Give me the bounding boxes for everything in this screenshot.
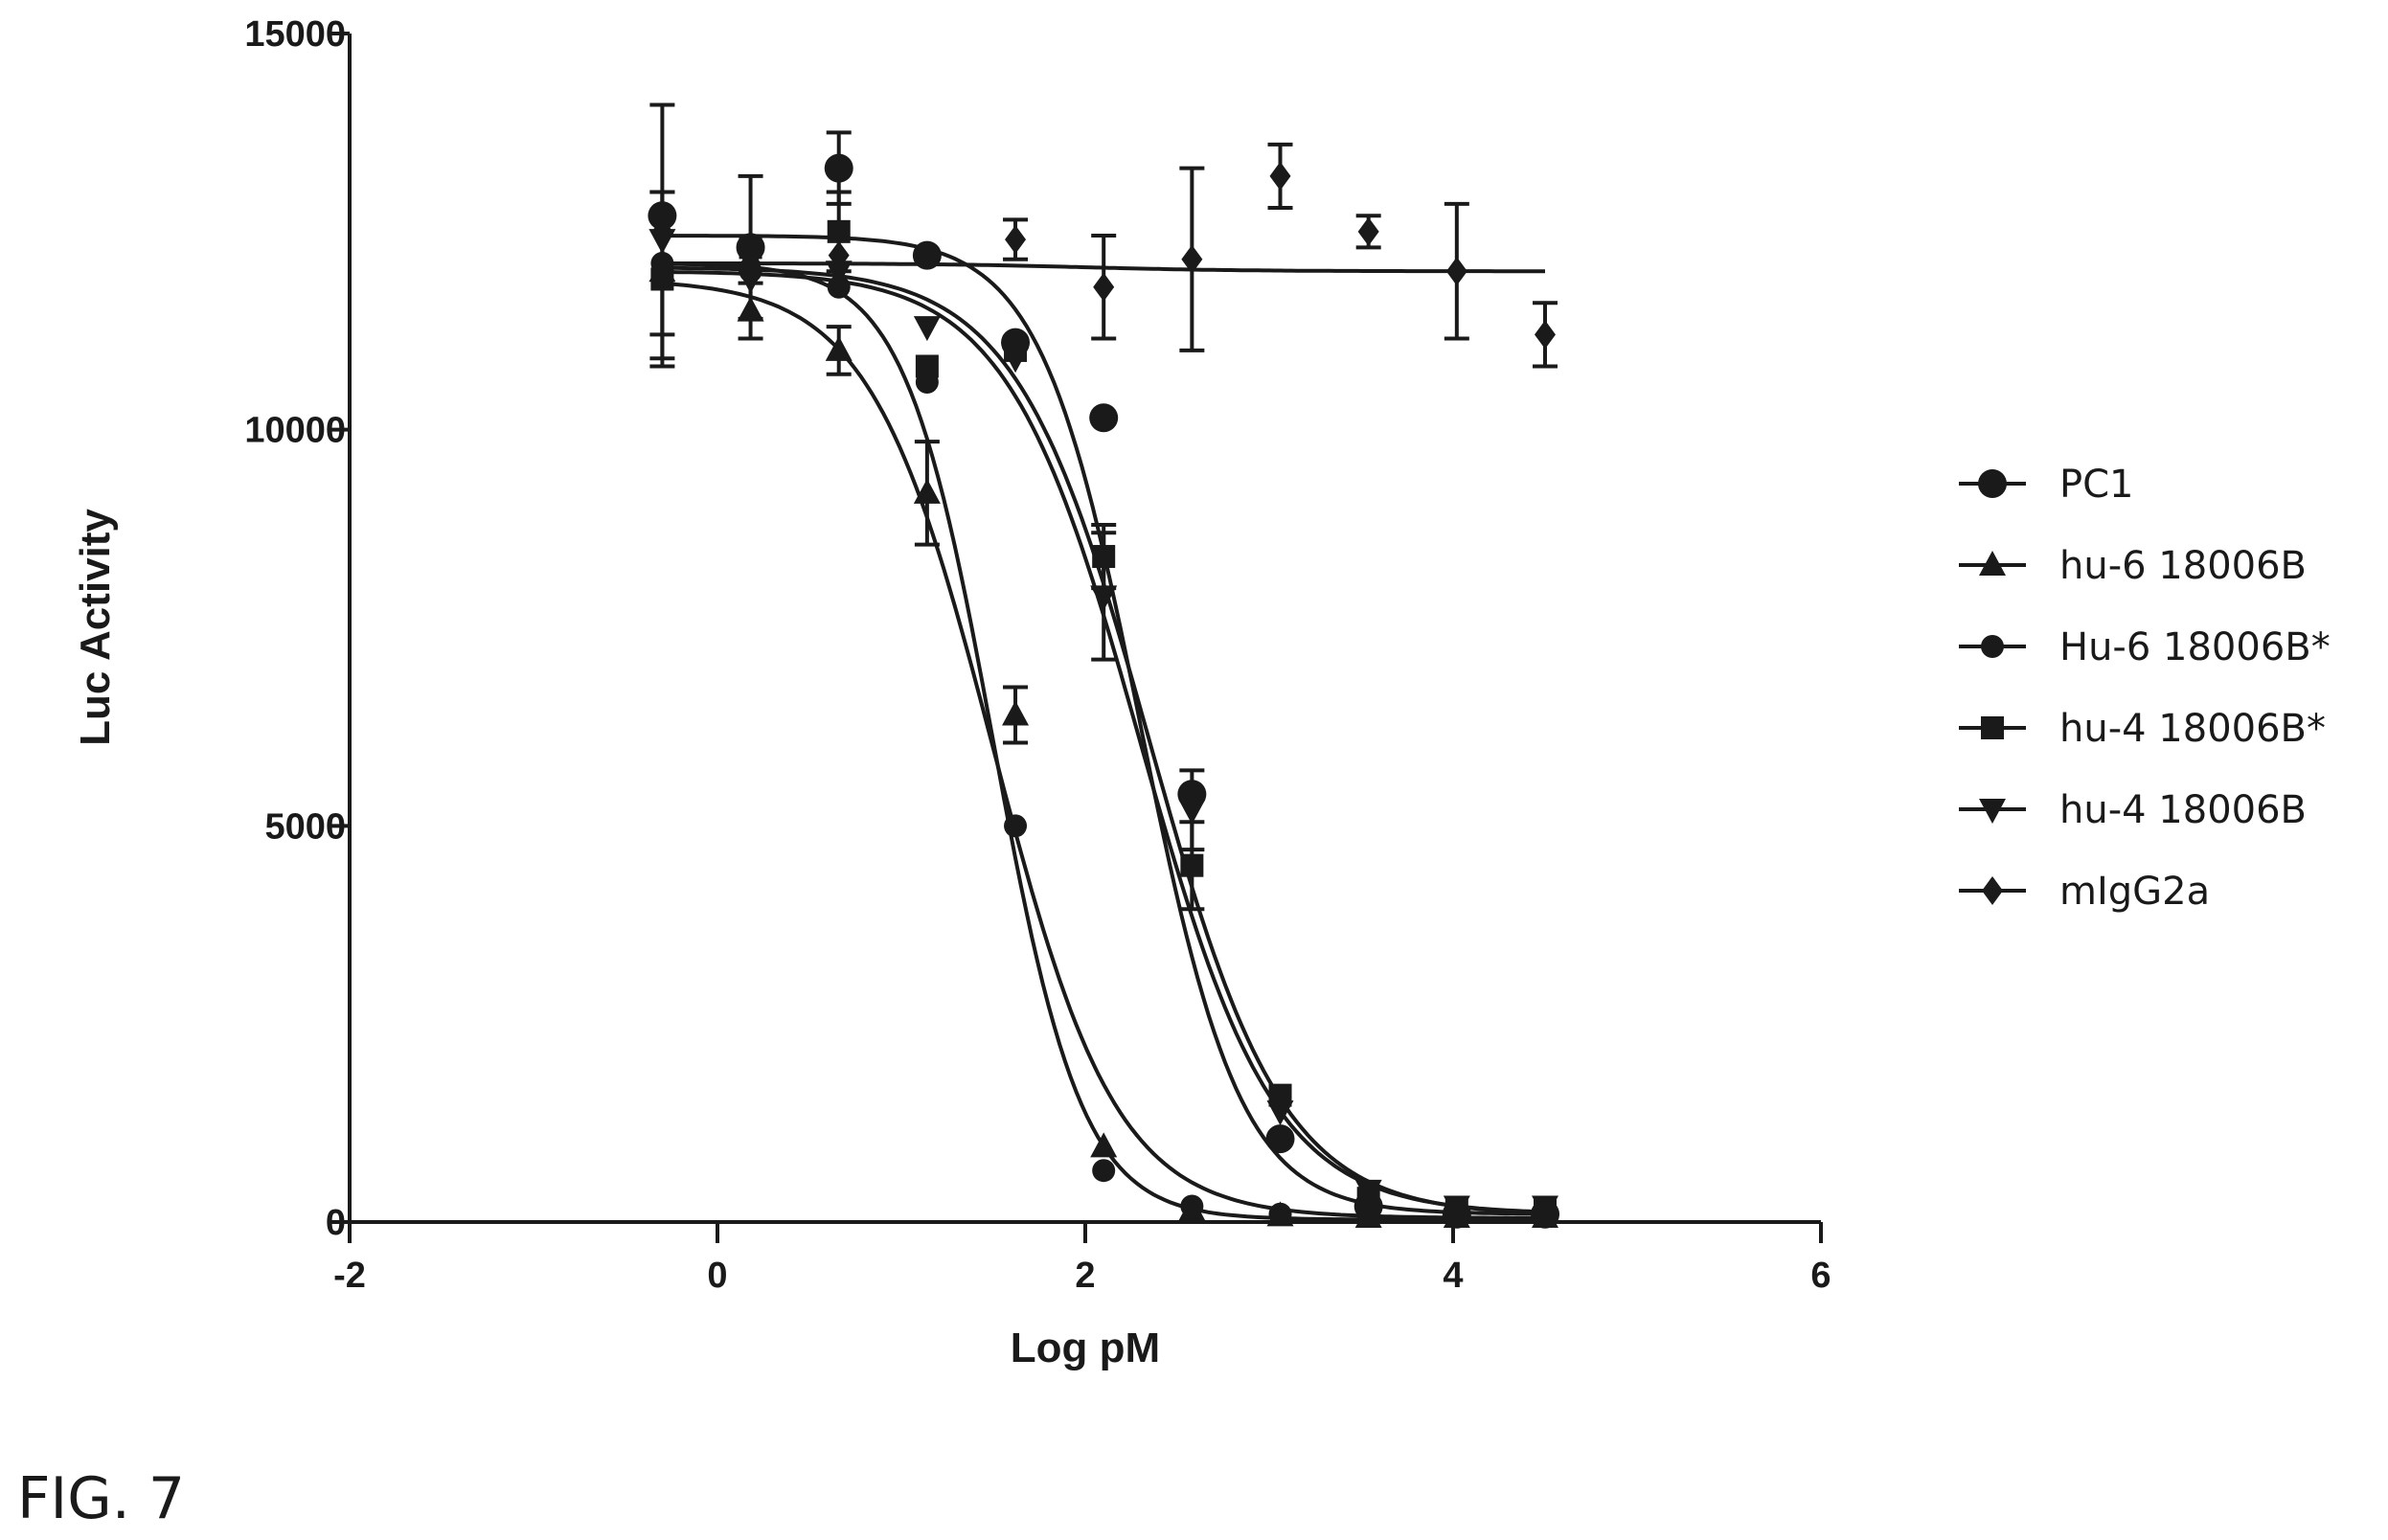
data-point bbox=[1357, 216, 1379, 246]
data-point bbox=[1445, 257, 1467, 286]
data-point bbox=[1178, 799, 1206, 825]
x-tick-label: 4 bbox=[1443, 1256, 1463, 1296]
data-point bbox=[915, 354, 939, 378]
data-point bbox=[739, 248, 762, 278]
data-point bbox=[1443, 1195, 1470, 1221]
fit-curve bbox=[662, 234, 1545, 1216]
data-point bbox=[827, 275, 851, 299]
data-point bbox=[1090, 1132, 1118, 1158]
data-point bbox=[912, 240, 942, 270]
data-point bbox=[1004, 814, 1028, 838]
legend-label: PC1 bbox=[2059, 463, 2134, 507]
error-bars bbox=[649, 102, 1558, 912]
x-tick-label: 6 bbox=[1810, 1256, 1831, 1296]
data-point bbox=[1532, 1195, 1558, 1221]
legend-label: Hu-6 18006B* bbox=[2059, 625, 2331, 669]
legend-label: hu-4 18006B* bbox=[2059, 707, 2326, 751]
y-tick-label: 0 bbox=[326, 1203, 346, 1243]
y-tick-label: 15000 bbox=[244, 14, 346, 55]
data-point bbox=[737, 268, 764, 294]
fit-curves bbox=[662, 234, 1546, 1222]
legend-label: mIgG2a bbox=[2059, 870, 2210, 914]
fit-curve bbox=[662, 281, 1545, 1220]
legend-marker bbox=[1982, 876, 2003, 905]
data-point bbox=[1089, 403, 1119, 433]
data-point bbox=[1092, 1159, 1116, 1183]
legend-marker bbox=[1978, 469, 2007, 498]
data-point bbox=[1002, 700, 1030, 726]
data-point bbox=[824, 153, 853, 183]
data-point bbox=[1269, 161, 1291, 191]
y-axis-ticks: 0 5000 10000 15000 bbox=[244, 14, 350, 1243]
x-tick-label: 0 bbox=[707, 1256, 727, 1296]
data-point bbox=[1181, 244, 1203, 274]
x-tick-label: -2 bbox=[333, 1256, 366, 1296]
legend-label: hu-6 18006B bbox=[2059, 544, 2307, 588]
data-point bbox=[825, 260, 853, 286]
y-tick-label: 5000 bbox=[264, 806, 346, 847]
data-point bbox=[737, 296, 764, 322]
legend: PC1 hu-6 18006B Hu-6 18006B* hu-4 18006B* hu… bbox=[1959, 463, 2331, 914]
data-point bbox=[651, 216, 673, 246]
data-point bbox=[1535, 320, 1556, 350]
data-point bbox=[828, 240, 850, 270]
data-point bbox=[825, 335, 853, 361]
data-point bbox=[1265, 1124, 1295, 1154]
data-point bbox=[913, 316, 941, 342]
x-axis-ticks: -2 0 2 4 6 bbox=[333, 1222, 1831, 1296]
data-point bbox=[1002, 348, 1030, 374]
legend-marker bbox=[1979, 799, 2006, 824]
data-point bbox=[1180, 1194, 1204, 1218]
legend-label: hu-4 18006B bbox=[2059, 788, 2307, 832]
data-point bbox=[1266, 1100, 1294, 1126]
legend-marker bbox=[1981, 635, 2004, 658]
data-point bbox=[650, 267, 674, 291]
x-tick-label: 2 bbox=[1075, 1256, 1095, 1296]
y-axis-title: Luc Activity bbox=[72, 509, 119, 746]
data-point bbox=[648, 201, 677, 231]
data-point bbox=[1268, 1202, 1292, 1226]
data-point bbox=[1093, 272, 1115, 302]
data-point bbox=[1005, 225, 1027, 255]
data-point bbox=[1092, 545, 1116, 569]
data-point bbox=[1354, 1179, 1382, 1205]
data-point bbox=[913, 478, 941, 504]
legend-marker bbox=[1981, 716, 2004, 739]
y-tick-label: 10000 bbox=[244, 411, 346, 451]
figure-label: FIG. 7 bbox=[17, 1465, 185, 1532]
data-point bbox=[1180, 853, 1204, 877]
legend-marker bbox=[1979, 551, 2006, 576]
x-axis-title: Log pM bbox=[1011, 1325, 1160, 1371]
data-point bbox=[1090, 585, 1118, 611]
data-point bbox=[827, 219, 851, 243]
